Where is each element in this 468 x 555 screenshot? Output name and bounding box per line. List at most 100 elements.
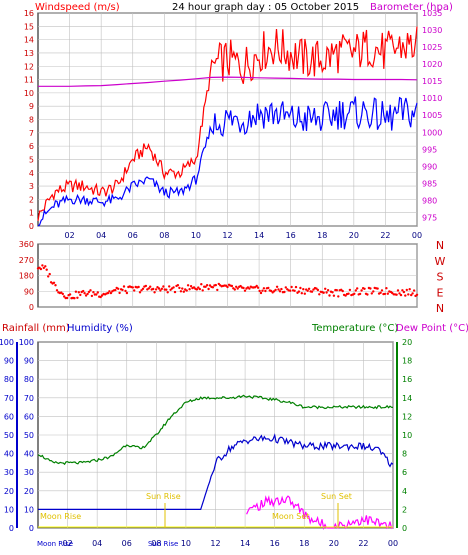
direction-point — [324, 287, 327, 290]
bottom-moon-rise: Moon Rise — [37, 540, 73, 548]
direction-point — [398, 292, 401, 295]
hour-tick-label: 10 — [191, 231, 201, 240]
direction-point — [230, 284, 234, 288]
direction-point — [83, 292, 86, 295]
direction-point — [399, 293, 403, 297]
direction-point — [152, 287, 155, 291]
direction-point — [131, 286, 134, 289]
direction-point — [157, 287, 161, 290]
direction-point — [100, 294, 104, 297]
direction-point — [236, 287, 239, 290]
windspeed-tick-label: 5 — [29, 155, 34, 164]
barometer-tick-label: 980 — [422, 196, 437, 205]
direction-point — [242, 286, 245, 290]
direction-point — [137, 285, 140, 289]
direction-point — [396, 289, 400, 292]
direction-point — [61, 292, 64, 296]
barometer-tick-label: 985 — [422, 179, 437, 188]
hour-tick-label: 04 — [96, 231, 106, 240]
moon-rise-label: Moon Rise — [40, 512, 81, 521]
direction-point — [160, 287, 164, 290]
humidity-tick-label: 50 — [24, 431, 34, 440]
humidity-tick-label: 0 — [29, 524, 34, 533]
direction-point — [307, 287, 311, 290]
hour-tick-label: 14 — [254, 231, 264, 240]
barometer-tick-label: 1015 — [422, 77, 442, 86]
direction-tick-label: 270 — [19, 256, 34, 265]
windspeed-tick-label: 8 — [29, 116, 34, 125]
barometer-tick-label: 1000 — [422, 128, 442, 137]
compass-label: E — [437, 286, 444, 299]
direction-point — [376, 287, 379, 290]
temperature-tick-label: 0 — [402, 524, 407, 533]
direction-point — [380, 289, 384, 292]
windspeed-tick-label: 6 — [29, 142, 34, 151]
direction-point — [372, 290, 375, 293]
direction-point — [176, 284, 180, 287]
direction-point — [186, 284, 190, 287]
hour-tick-label: 06 — [122, 539, 132, 548]
windspeed-tick-label: 7 — [29, 129, 34, 138]
direction-point — [261, 289, 264, 292]
direction-point — [216, 288, 219, 292]
barometer-tick-label: 975 — [422, 213, 437, 222]
direction-point — [168, 285, 171, 288]
direction-tick-label: 360 — [19, 240, 34, 249]
direction-point — [383, 292, 387, 296]
direction-point — [363, 287, 366, 290]
temperature-tick-label: 18 — [402, 357, 412, 366]
direction-point — [200, 283, 203, 286]
humidity-series-line — [38, 433, 394, 510]
direction-point — [189, 285, 193, 288]
direction-point — [66, 296, 69, 300]
direction-tick-label: 0 — [29, 303, 34, 312]
direction-point — [179, 290, 183, 293]
direction-tick-label: 90 — [24, 287, 34, 296]
direction-point — [408, 288, 411, 291]
direction-point — [86, 292, 89, 296]
direction-point — [328, 294, 331, 297]
direction-point — [89, 289, 92, 292]
direction-point — [335, 289, 338, 292]
direction-point — [62, 295, 66, 298]
hour-tick-label: 20 — [329, 539, 339, 548]
direction-point — [337, 295, 340, 298]
temperature-tick-label: 20 — [402, 338, 412, 347]
direction-point — [369, 287, 372, 290]
direction-point — [255, 284, 258, 288]
humidity-tick-label: 60 — [4, 412, 14, 421]
direction-point — [188, 288, 191, 291]
direction-point — [124, 289, 127, 293]
direction-point — [280, 287, 283, 291]
barometer-tick-label: 1025 — [422, 43, 442, 52]
temperature-tick-label: 14 — [402, 394, 412, 403]
windspeed-tick-label: 9 — [29, 102, 34, 111]
barometer-tick-label: 1010 — [422, 94, 442, 103]
direction-point — [76, 296, 79, 299]
humidity-tick-label: 30 — [24, 468, 34, 477]
hour-tick-label: 08 — [159, 231, 169, 240]
humidity-tick-label: 100 — [19, 338, 34, 347]
direction-point — [277, 288, 280, 291]
windspeed-tick-label: 10 — [24, 89, 34, 98]
barometer-tick-label: 995 — [422, 145, 437, 154]
humidity-tick-label: 10 — [4, 505, 14, 514]
direction-point — [74, 290, 78, 293]
direction-point — [332, 294, 336, 297]
direction-point — [226, 285, 229, 289]
humidity-tick-label: 80 — [24, 375, 34, 384]
direction-point — [315, 287, 318, 290]
windspeed-tick-label: 0 — [29, 222, 34, 231]
direction-point — [262, 287, 266, 290]
sun-rise-label: Sun Rise — [146, 492, 181, 501]
humidity-tick-label: 70 — [4, 394, 14, 403]
humidity-axis-label: Humidity (%) — [67, 323, 133, 334]
temperature-tick-label: 10 — [402, 431, 412, 440]
direction-point — [404, 294, 407, 297]
direction-point — [354, 289, 357, 292]
direction-point — [108, 290, 111, 293]
direction-point — [300, 292, 303, 295]
direction-point — [272, 290, 276, 293]
direction-point — [379, 291, 382, 294]
direction-point — [153, 291, 156, 294]
